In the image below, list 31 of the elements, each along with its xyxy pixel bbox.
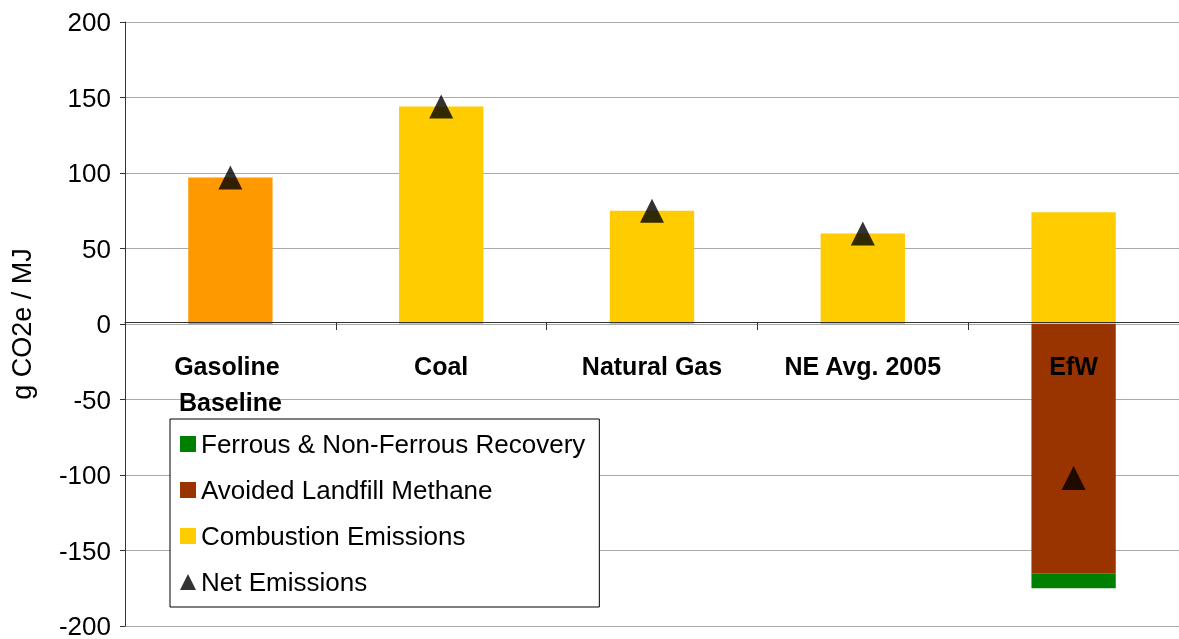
legend-label: Ferrous & Non-Ferrous Recovery bbox=[201, 429, 586, 459]
y-tick-label: 50 bbox=[82, 233, 111, 264]
bar bbox=[1031, 212, 1116, 324]
y-tick-label: -200 bbox=[58, 611, 111, 639]
y-tick-label: -150 bbox=[58, 535, 111, 566]
y-axis-title: g CO2e / MJ bbox=[6, 248, 37, 400]
bar bbox=[399, 106, 484, 324]
bar bbox=[1031, 324, 1116, 574]
legend-label: Net Emissions bbox=[201, 567, 368, 597]
y-tick-label: 100 bbox=[67, 158, 111, 188]
x-tick-label: Gasoline Baseline bbox=[174, 352, 287, 416]
bar bbox=[188, 177, 273, 324]
point bbox=[640, 198, 664, 223]
x-tick-label: Natural Gas bbox=[581, 352, 723, 380]
legend-label: Avoided Landfill Methane bbox=[201, 475, 493, 505]
point bbox=[1061, 466, 1086, 491]
point bbox=[850, 221, 875, 246]
y-tick-label: -100 bbox=[58, 460, 111, 490]
bar bbox=[820, 233, 905, 324]
point bbox=[429, 94, 454, 119]
y-tick-label: 200 bbox=[67, 7, 111, 37]
x-tick-label: Coal bbox=[414, 352, 469, 380]
y-tick-label: 150 bbox=[67, 82, 111, 113]
x-tick-label: NE Avg. 2005 bbox=[784, 352, 942, 380]
legend-label: Combustion Emissions bbox=[201, 521, 466, 551]
bar bbox=[609, 210, 695, 324]
point bbox=[218, 165, 243, 190]
x-tick-label: EfW bbox=[1049, 352, 1099, 380]
y-tick-label: 0 bbox=[96, 309, 111, 339]
y-tick-label: -50 bbox=[73, 384, 111, 415]
bar bbox=[1031, 573, 1116, 589]
